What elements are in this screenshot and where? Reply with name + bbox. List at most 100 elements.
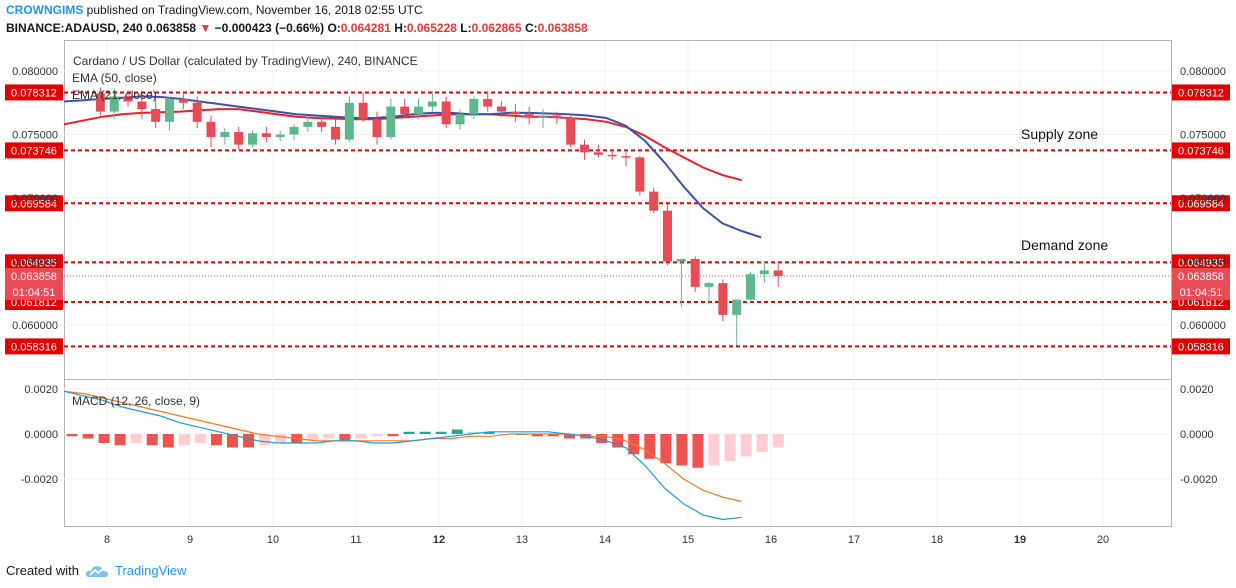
- close-value: 0.063858: [537, 21, 588, 35]
- price-tick-left: 0.070000: [12, 193, 58, 205]
- macd-histogram-bar: [178, 434, 190, 446]
- chart-frame: [64, 40, 1172, 527]
- price-tick-right: 0.075000: [1180, 130, 1226, 142]
- candle-body: [455, 114, 465, 125]
- x-tick-label: 14: [599, 534, 611, 546]
- macd-histogram-bar: [403, 431, 415, 434]
- candle-body: [178, 98, 188, 103]
- macd-histogram-bar: [435, 431, 447, 434]
- candle-body: [151, 109, 161, 122]
- macd-histogram-bar: [82, 434, 94, 439]
- current-price-badge-right: [1172, 268, 1230, 301]
- x-tick-label: 10: [267, 534, 279, 546]
- macd-histogram-bar: [259, 434, 271, 446]
- demand-zone-label: Demand zone: [1021, 237, 1108, 253]
- level-label-right: 0.058316: [1178, 341, 1224, 353]
- x-tick-label: 13: [516, 534, 528, 546]
- open-label: O:: [327, 21, 341, 35]
- macd-histogram-bar: [355, 434, 367, 439]
- candle-body: [469, 98, 479, 115]
- level-badge-left: [5, 338, 63, 355]
- candle-body: [552, 115, 562, 118]
- x-tick-label: 9: [187, 534, 193, 546]
- candle-body: [192, 102, 202, 122]
- level-badge-right: [1172, 84, 1230, 101]
- candle-body: [123, 96, 133, 102]
- macd-histogram-bar: [419, 431, 431, 434]
- x-tick-label: 17: [848, 534, 860, 546]
- level-badge-right: [1172, 254, 1230, 271]
- author-name[interactable]: CROWNGIMS: [6, 3, 84, 17]
- candle-body: [109, 96, 119, 112]
- open-value: 0.064281: [340, 21, 391, 35]
- level-badge-left: [5, 142, 63, 159]
- macd-histogram-bar: [114, 434, 126, 446]
- symbol-label: BINANCE:ADAUSD, 240: [6, 21, 143, 35]
- candle-body: [718, 283, 728, 315]
- x-tick-label: 12: [433, 534, 445, 546]
- macd-tick-left: 0.0000: [24, 429, 58, 441]
- macd-histogram-bar: [162, 434, 174, 448]
- x-tick-label: 8: [104, 534, 110, 546]
- chart-title: Cardano / US Dollar (calculated by Tradi…: [73, 54, 418, 68]
- candle-body: [248, 133, 258, 145]
- candle-body: [137, 101, 147, 110]
- grid: [64, 41, 1171, 526]
- macd-histogram-bar: [339, 434, 351, 441]
- ohlc-line: BINANCE:ADAUSD, 240 0.063858 ▼ −0.000423…: [6, 21, 588, 35]
- macd-histogram-bar: [66, 434, 78, 437]
- candle-body: [275, 134, 285, 138]
- candle-body: [566, 117, 576, 145]
- macd-tick-left: -0.0020: [21, 474, 58, 486]
- candle-body: [441, 101, 451, 125]
- candle-body: [746, 274, 756, 300]
- ema50-legend: EMA (50, close): [72, 71, 157, 85]
- macd-histogram-bar: [612, 434, 624, 448]
- ema21-line: [63, 95, 762, 239]
- macd-histogram-bar: [644, 434, 656, 459]
- price-tick-left: 0.075000: [12, 130, 58, 142]
- close-label: C:: [525, 21, 538, 35]
- price-tick-left: 0.080000: [12, 66, 58, 78]
- level-label-right: 0.064935: [1178, 257, 1224, 269]
- low-label: L:: [460, 21, 472, 35]
- macd-histogram-bar: [210, 434, 222, 446]
- macd-histogram-bar: [98, 434, 110, 443]
- candle-body: [344, 102, 354, 140]
- price-tick-left: 0.065000: [12, 257, 58, 269]
- level-label-left: 0.078312: [11, 87, 57, 99]
- macd-histogram-bar: [547, 434, 559, 437]
- macd-histogram-bar: [676, 434, 688, 466]
- last-price: 0.063858: [146, 21, 197, 35]
- candle-body: [303, 121, 313, 127]
- macd-histogram-bar: [564, 434, 576, 439]
- macd-histogram-bar: [483, 431, 495, 434]
- footer: Created with TradingView: [6, 563, 187, 578]
- candle-body: [165, 98, 175, 122]
- level-label-left: 0.069584: [11, 198, 57, 210]
- macd-histogram-bar: [194, 434, 206, 443]
- x-tick-label: 19: [1014, 534, 1026, 546]
- ema21-path: [63, 95, 762, 239]
- axes: 0.080000 0.080000 0.075000 0.075000 0.070000…: [12, 66, 1226, 546]
- candle-body: [676, 258, 686, 262]
- price-change: −0.000423 (−0.66%): [214, 21, 325, 35]
- countdown-label-left: 01:04:51: [13, 287, 56, 299]
- candle-body: [607, 154, 617, 157]
- candle-body: [95, 93, 105, 112]
- low-value: 0.062865: [471, 21, 522, 35]
- macd-histogram-bar: [226, 434, 238, 448]
- x-tick-label: 15: [682, 534, 694, 546]
- macd-histogram-bar: [323, 434, 335, 439]
- level-badge-right: [1172, 195, 1230, 212]
- candle-body: [635, 157, 645, 192]
- macd-pane: [63, 390, 784, 521]
- level-badge-left: [5, 254, 63, 271]
- macd-histogram-bar: [756, 434, 768, 452]
- level-label-left: 0.073746: [11, 145, 57, 157]
- supply-zone-label: Supply zone: [1021, 126, 1098, 142]
- tradingview-brand[interactable]: TradingView: [114, 563, 187, 578]
- candle-body: [690, 258, 700, 287]
- price-tick-right: 0.080000: [1180, 66, 1226, 78]
